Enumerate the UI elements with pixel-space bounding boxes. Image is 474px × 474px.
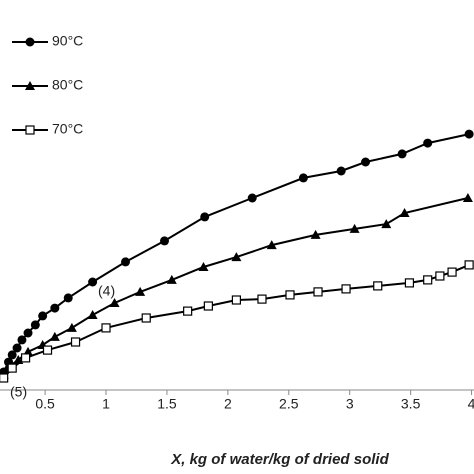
x-tick-label: 1 — [102, 396, 110, 412]
x-axis-label: X, kg of water/kg of dried solid — [170, 451, 389, 468]
marker — [88, 277, 98, 287]
marker — [285, 290, 295, 300]
marker — [203, 301, 213, 311]
legend-label: 90°C — [52, 33, 83, 49]
marker — [313, 287, 323, 297]
x-tick-label: 0.5 — [35, 396, 55, 412]
marker — [423, 275, 433, 285]
marker — [7, 350, 17, 360]
marker — [447, 267, 457, 277]
marker — [373, 281, 383, 291]
series-line — [2, 263, 470, 379]
marker — [12, 343, 22, 353]
marker — [361, 157, 371, 167]
marker — [198, 262, 209, 271]
marker — [66, 322, 77, 332]
x-tick-label: 3 — [346, 396, 354, 412]
marker — [464, 260, 474, 270]
marker — [25, 37, 35, 47]
marker — [101, 323, 111, 333]
marker — [231, 252, 242, 262]
marker — [49, 331, 60, 341]
legend-label: 80°C — [52, 77, 83, 93]
x-tick-label: 3.5 — [401, 396, 421, 412]
marker — [183, 306, 193, 316]
annotation: (4) — [98, 283, 115, 299]
marker — [23, 328, 33, 338]
marker — [63, 293, 73, 303]
marker — [87, 310, 98, 319]
marker — [399, 208, 410, 217]
marker — [25, 125, 35, 135]
marker — [135, 286, 146, 296]
annotation: (5) — [10, 384, 27, 400]
marker — [0, 373, 9, 383]
marker — [70, 337, 81, 347]
marker — [25, 81, 35, 90]
marker — [247, 193, 257, 203]
marker — [341, 284, 351, 294]
marker — [17, 335, 27, 345]
marker — [462, 193, 473, 202]
marker — [423, 138, 433, 148]
marker — [336, 166, 346, 176]
x-tick-label: 2 — [224, 396, 232, 412]
marker — [42, 345, 53, 355]
marker — [109, 298, 120, 307]
marker — [404, 278, 415, 288]
legend-label: 70°C — [52, 121, 83, 137]
marker — [38, 311, 48, 321]
x-tick-label: 1.5 — [157, 396, 177, 412]
marker — [7, 363, 17, 373]
x-tick-label: 4 — [468, 396, 474, 412]
marker — [435, 271, 445, 281]
marker — [159, 236, 169, 246]
marker — [381, 219, 392, 229]
series-line — [2, 197, 469, 376]
marker — [141, 313, 151, 323]
marker — [200, 212, 210, 222]
marker — [30, 320, 40, 330]
marker — [20, 353, 31, 363]
marker — [121, 257, 131, 267]
marker — [298, 173, 308, 183]
marker — [166, 274, 177, 284]
marker — [257, 294, 267, 304]
x-tick-label: 2.5 — [279, 396, 299, 412]
marker — [464, 129, 474, 139]
marker — [349, 223, 360, 233]
marker — [231, 295, 241, 305]
marker — [50, 303, 60, 313]
marker — [397, 149, 407, 159]
marker — [266, 240, 277, 250]
marker — [310, 229, 321, 239]
